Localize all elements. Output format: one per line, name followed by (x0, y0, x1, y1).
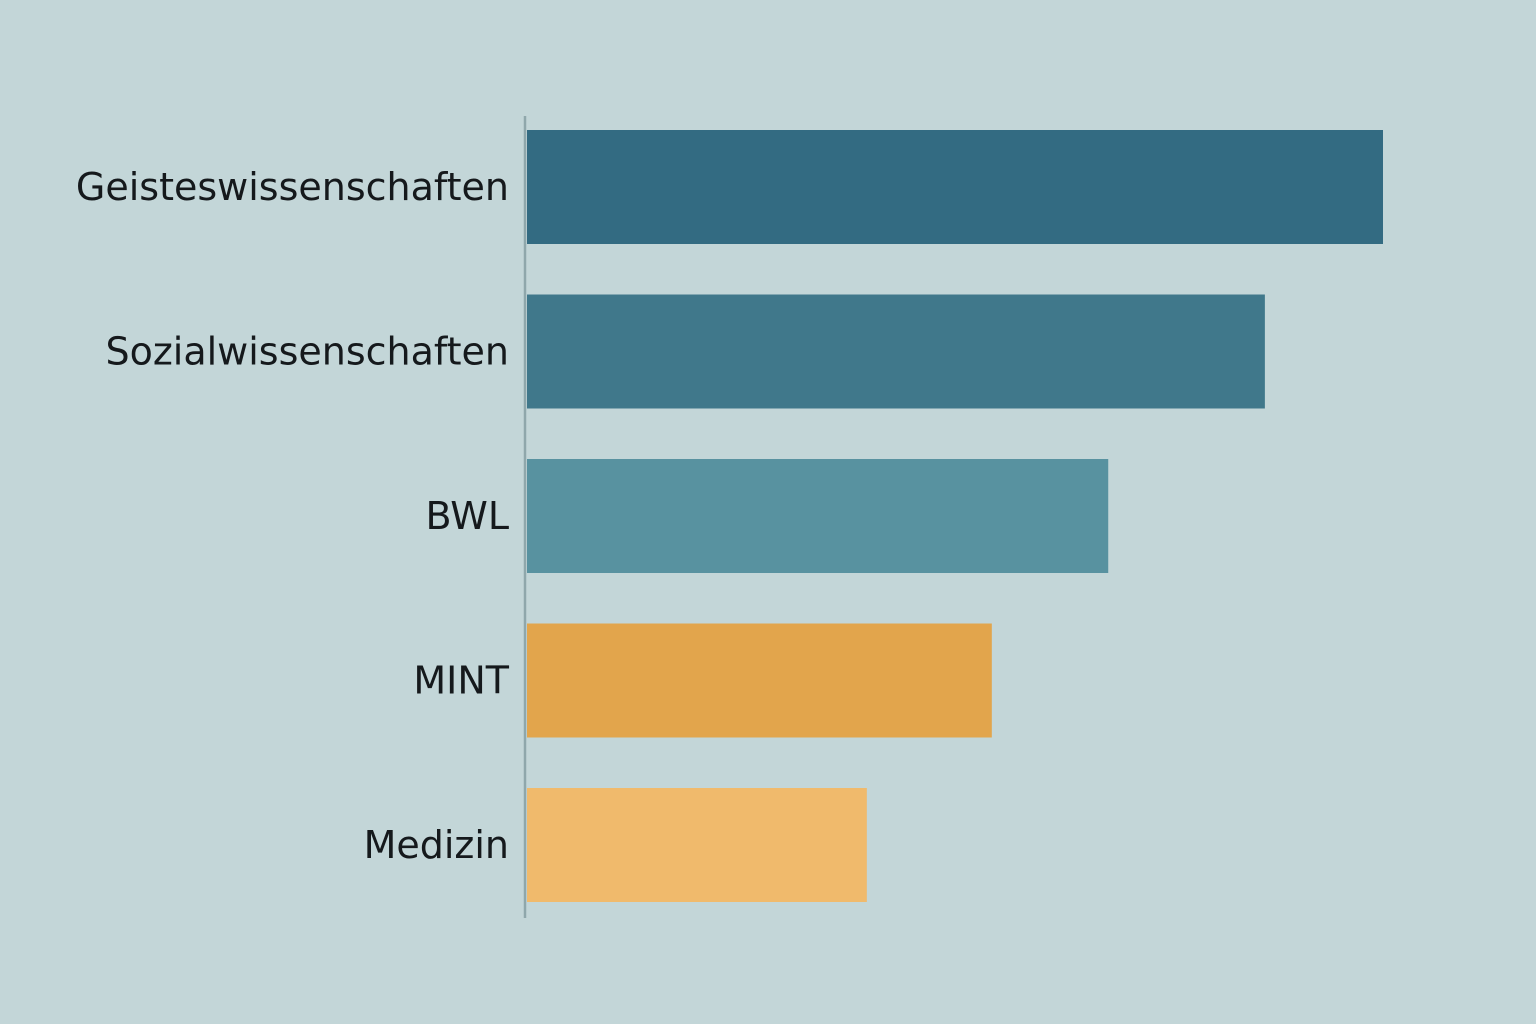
category-label-mint: MINT (413, 659, 509, 703)
category-labels-group: Geisteswissenschaften Sozialwissenschafte… (76, 165, 510, 867)
bar-sozialwissenschaften (527, 294, 1265, 409)
category-label-medizin: Medizin (364, 823, 509, 867)
bars-group (527, 130, 1383, 902)
category-label-bwl: BWL (426, 494, 509, 538)
bar-bwl (527, 459, 1109, 573)
category-label-geisteswissenschaften: Geisteswissenschaften (76, 165, 509, 209)
category-label-sozialwissenschaften: Sozialwissenschaften (105, 330, 509, 374)
bar-medizin (527, 788, 867, 902)
bar-mint (527, 623, 992, 738)
bar-geisteswissenschaften (527, 130, 1383, 244)
